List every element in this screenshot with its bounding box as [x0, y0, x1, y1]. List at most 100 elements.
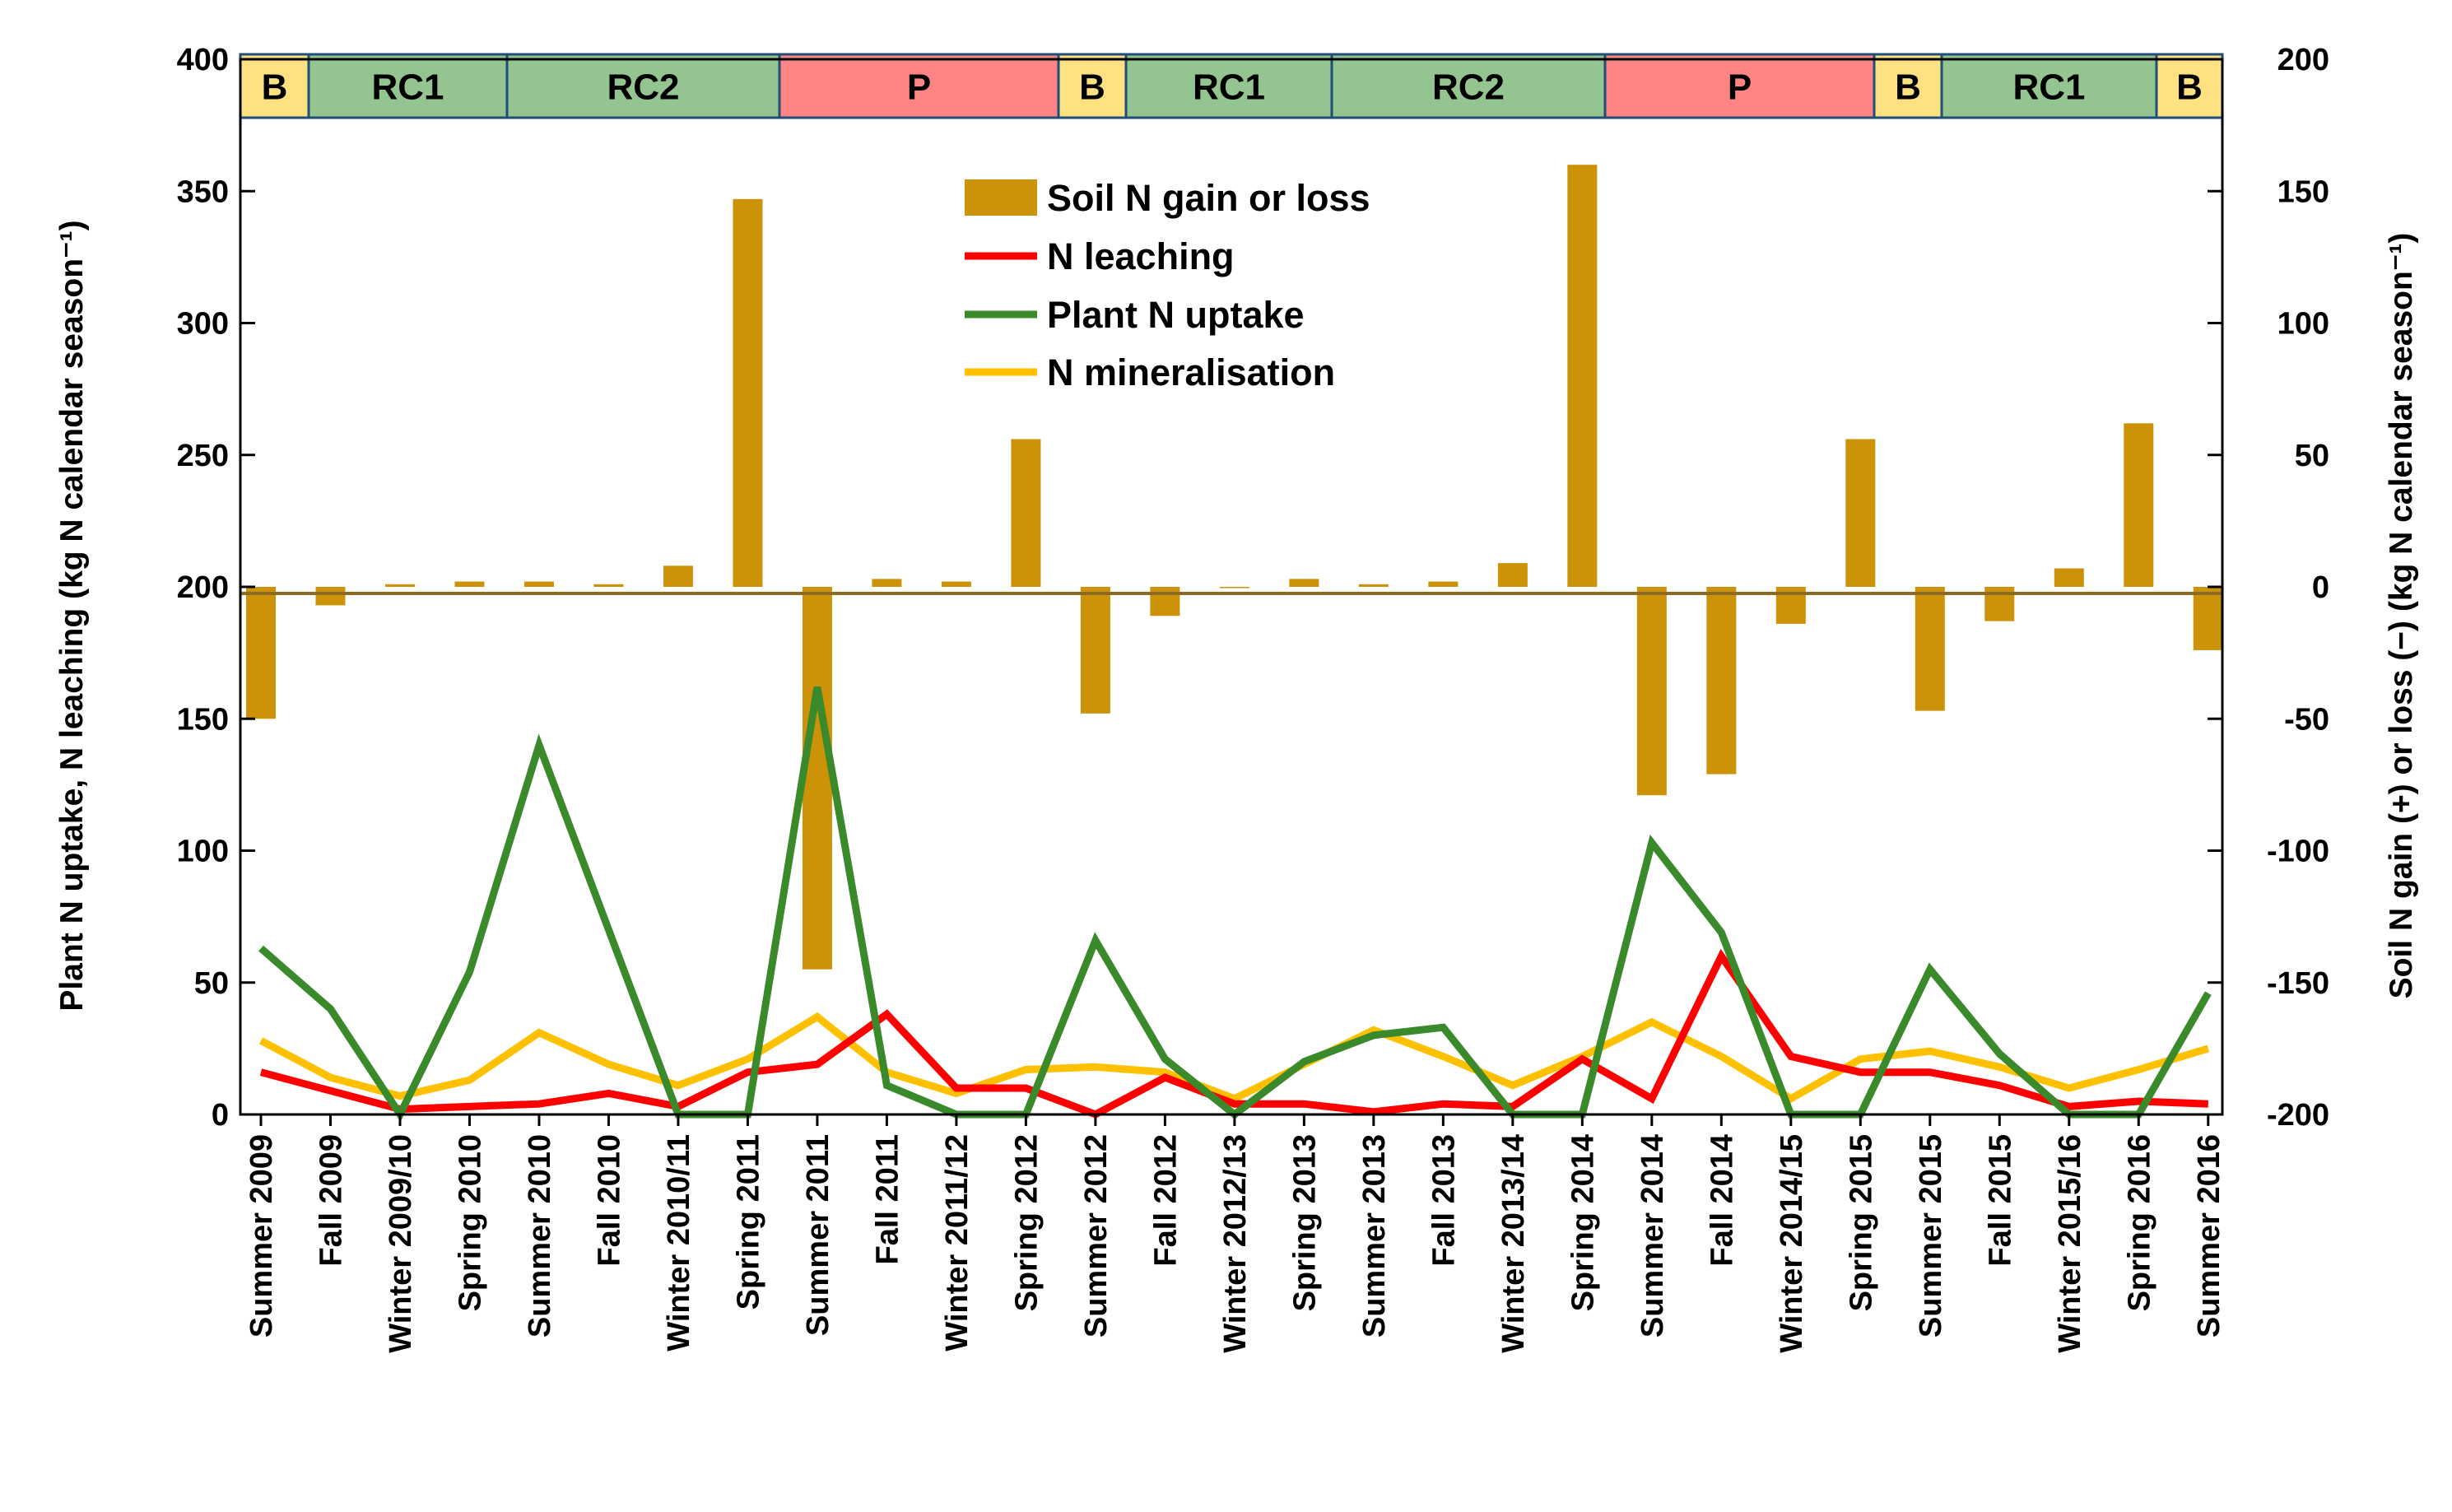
x-axis-tick-label: Summer 2013	[1357, 1134, 1392, 1338]
x-axis-tick-label: Summer 2010	[523, 1134, 557, 1338]
soil-n-bar	[1428, 581, 1459, 587]
soil-n-bar	[802, 587, 832, 970]
left-axis: 0 50 100 150 200 250 300 350 400	[177, 43, 255, 1133]
left-axis-tick-label: 400	[177, 43, 229, 77]
x-axis-tick-label: Spring 2016	[2122, 1134, 2157, 1311]
soil-n-bar	[2124, 423, 2154, 587]
rotation-band-label: RC1	[2012, 67, 2085, 108]
x-axis-tick-label: Fall 2015	[1983, 1134, 2017, 1267]
left-axis-tick-label: 300	[177, 307, 229, 342]
left-axis-tick-label: 100	[177, 835, 229, 869]
x-axis-tick-label: Summer 2012	[1079, 1134, 1114, 1338]
rotation-band-label: B	[1079, 67, 1105, 108]
rotation-band	[1940, 53, 2158, 119]
x-axis-tick-label: Fall 2012	[1148, 1134, 1183, 1267]
left-axis-tick-label: 50	[194, 966, 229, 1001]
rotation-band-label: RC1	[1193, 67, 1265, 108]
x-axis-tick-label: Winter 2015/16	[2053, 1134, 2087, 1353]
left-axis-tick-label: 350	[177, 174, 229, 209]
right-axis-tick-label: 50	[2295, 439, 2329, 473]
x-axis-tick-label: Winter 2011/12	[940, 1134, 975, 1351]
rotation-band-label: B	[262, 67, 288, 108]
soil-n-bar	[2193, 587, 2223, 650]
rotation-band-label: P	[907, 67, 931, 108]
rotation-bands: B RC1 RC2 P B RC1 RC2 P B RC1 B	[239, 53, 2224, 119]
rotation-band-label: B	[1895, 67, 1921, 108]
soil-n-bar	[1567, 165, 1598, 587]
legend-label: Soil N gain or loss	[1047, 177, 1370, 219]
right-axis-tick-label: -100	[2267, 835, 2329, 869]
x-axis-tick-label: Fall 2014	[1705, 1134, 1739, 1267]
legend-label: N leaching	[1047, 235, 1235, 277]
legend-label: Plant N uptake	[1047, 294, 1305, 336]
right-axis-title: Soil N gain (+) or loss (−) (kg N calend…	[2384, 233, 2419, 999]
soil-n-bar	[1150, 587, 1180, 616]
x-axis-tick-label: Fall 2013	[1426, 1134, 1461, 1267]
x-axis-tick-label: Winter 2013/14	[1496, 1134, 1531, 1353]
rotation-band	[307, 53, 509, 119]
rotation-band-label: B	[2176, 67, 2203, 108]
soil-n-bar	[246, 587, 276, 719]
rotation-band	[2155, 53, 2224, 119]
soil-n-bar	[2054, 568, 2084, 587]
rotation-band	[505, 53, 781, 119]
soil-n-bar	[523, 581, 554, 587]
left-axis-tick-label: 250	[177, 439, 229, 473]
legend-label: N mineralisation	[1047, 351, 1335, 393]
left-axis-tick-label: 0	[212, 1098, 229, 1133]
soil-n-bar	[454, 581, 485, 587]
rotation-band	[1057, 53, 1128, 119]
rotation-band	[239, 53, 310, 119]
x-axis-tick-label: Fall 2011	[870, 1134, 905, 1264]
x-axis-tick-label: Spring 2014	[1566, 1134, 1600, 1311]
x-axis-tick-label: Spring 2013	[1287, 1134, 1322, 1311]
soil-n-bar	[1219, 587, 1249, 589]
x-axis-tick-label: Winter 2014/15	[1775, 1134, 1809, 1353]
soil-n-bar	[1845, 439, 1876, 587]
soil-n-bar	[1497, 563, 1528, 587]
n-mineralisation-line	[258, 1012, 2210, 1104]
x-axis-tick-label: Summer 2009	[244, 1134, 279, 1338]
legend-swatch-soil-n	[965, 179, 1037, 216]
x-axis-tick-label: Summer 2011	[801, 1134, 835, 1336]
x-axis: Summer 2009 Fall 2009 Winter 2009/10 Spring…	[244, 1114, 2226, 1353]
soil-n-bar	[733, 198, 763, 588]
soil-n-bar	[593, 584, 624, 587]
right-axis-tick-label: -150	[2267, 966, 2329, 1001]
x-axis-tick-label: Summer 2014	[1635, 1134, 1670, 1338]
x-axis-tick-label: Spring 2012	[1009, 1134, 1044, 1311]
x-axis-tick-label: Fall 2010	[592, 1134, 626, 1267]
x-axis-tick-label: Fall 2009	[314, 1134, 348, 1267]
rotation-band-label: RC2	[607, 67, 679, 108]
soil-n-bar	[1915, 587, 1945, 711]
left-axis-title: Plant N uptake, N leaching (kg N calenda…	[54, 220, 90, 1011]
soil-n-bar	[1636, 587, 1667, 796]
soil-n-bar	[941, 581, 971, 587]
soil-n-bar	[1011, 439, 1041, 587]
soil-n-bar	[1706, 587, 1737, 775]
right-axis-tick-label: 100	[2278, 307, 2329, 342]
right-axis-tick-label: 150	[2278, 174, 2329, 209]
rotation-band-label: P	[1728, 67, 1752, 108]
rotation-band-label: RC1	[371, 67, 444, 108]
soil-n-bar	[315, 587, 346, 606]
right-axis-tick-label: -50	[2284, 702, 2329, 737]
left-axis-tick-label: 150	[177, 702, 229, 737]
right-axis: -200 -150 -100 -50 0 50 100 150 200	[2208, 43, 2329, 1133]
right-axis-tick-label: 0	[2312, 570, 2329, 605]
x-axis-tick-label: Spring 2010	[453, 1134, 487, 1311]
x-axis-tick-label: Spring 2011	[731, 1134, 765, 1310]
soil-n-bar	[384, 584, 415, 587]
soil-n-bar	[1358, 584, 1389, 587]
soil-n-bar	[1289, 579, 1319, 587]
rotation-band	[778, 53, 1060, 119]
legend: Soil N gain or loss N leaching Plant N upt…	[965, 177, 1370, 393]
x-axis-tick-label: Winter 2009/10	[384, 1134, 418, 1353]
left-axis-tick-label: 200	[177, 570, 229, 605]
right-axis-tick-label: 200	[2278, 43, 2329, 77]
soil-n-bar	[1080, 587, 1110, 714]
x-axis-tick-label: Winter 2010/11	[662, 1134, 696, 1351]
x-axis-tick-label: Summer 2015	[1914, 1134, 1948, 1338]
x-axis-tick-label: Spring 2015	[1844, 1134, 1878, 1311]
